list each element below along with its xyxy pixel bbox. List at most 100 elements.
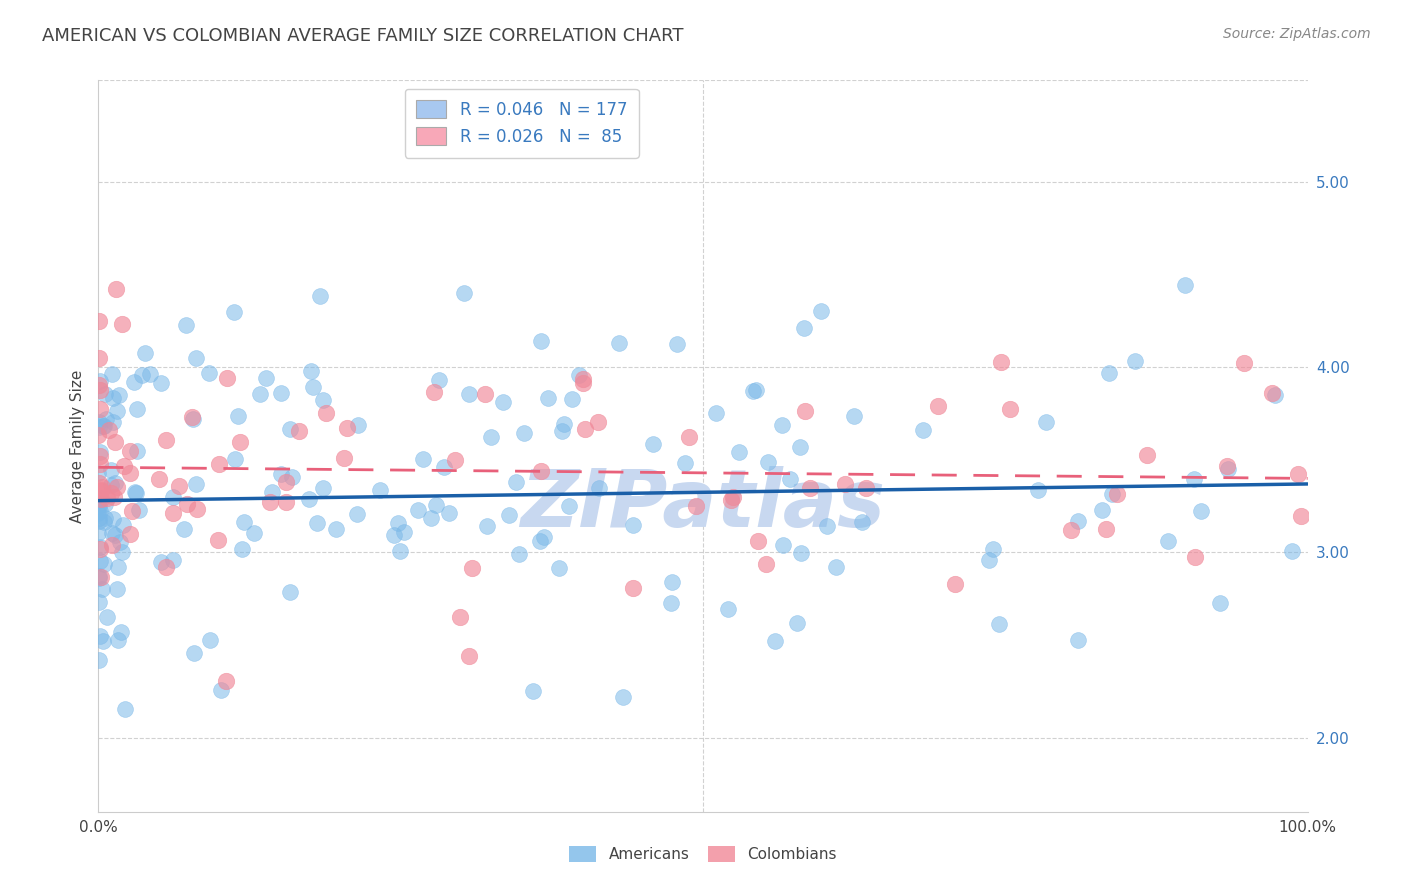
Americans: [89, 504, 111, 518]
Americans: [505, 475, 527, 490]
Americans: [1157, 534, 1180, 549]
Americans: [1035, 415, 1057, 429]
Colombians: [217, 370, 239, 384]
Colombians: [1184, 549, 1206, 564]
Americans: [111, 545, 134, 559]
Colombians: [572, 372, 595, 386]
Americans: [270, 467, 292, 482]
Colombians: [855, 481, 877, 495]
Colombians: [155, 560, 177, 574]
Colombians: [186, 501, 208, 516]
Americans: [108, 388, 131, 402]
Americans: [87, 511, 110, 525]
Colombians: [90, 480, 112, 494]
Colombians: [1136, 448, 1159, 462]
Americans: [105, 582, 128, 596]
Americans: [477, 519, 499, 533]
Americans: [406, 503, 429, 517]
Americans: [1281, 544, 1303, 558]
Americans: [224, 452, 246, 467]
Americans: [101, 391, 124, 405]
Americans: [346, 507, 368, 521]
Americans: [96, 610, 118, 624]
Colombians: [103, 490, 125, 504]
Americans: [1209, 596, 1232, 610]
Americans: [125, 401, 148, 416]
Americans: [101, 415, 124, 429]
Americans: [547, 561, 569, 575]
Colombians: [274, 475, 297, 489]
Americans: [529, 534, 551, 549]
Colombians: [1289, 508, 1312, 523]
Americans: [87, 507, 110, 521]
Americans: [198, 632, 221, 647]
Colombians: [148, 472, 170, 486]
Americans: [231, 542, 253, 557]
Americans: [110, 624, 132, 639]
Americans: [983, 542, 1005, 557]
Americans: [745, 383, 768, 397]
Colombians: [176, 497, 198, 511]
Americans: [100, 525, 122, 540]
Americans: [89, 374, 111, 388]
Americans: [124, 485, 146, 500]
Colombians: [1261, 385, 1284, 400]
Americans: [91, 634, 114, 648]
Colombians: [105, 480, 128, 494]
Colombians: [1059, 523, 1081, 537]
Colombians: [586, 415, 609, 429]
Americans: [184, 477, 207, 491]
Colombians: [96, 491, 118, 506]
Americans: [309, 289, 332, 303]
Colombians: [1216, 459, 1239, 474]
Colombians: [1095, 522, 1118, 536]
Colombians: [111, 317, 134, 331]
Americans: [150, 376, 173, 391]
Colombians: [228, 435, 250, 450]
Americans: [1067, 514, 1090, 528]
Americans: [979, 553, 1001, 567]
Americans: [105, 404, 128, 418]
Americans: [249, 386, 271, 401]
Americans: [508, 548, 530, 562]
Colombians: [927, 399, 949, 413]
Americans: [181, 411, 204, 425]
Americans: [87, 595, 110, 609]
Americans: [278, 585, 301, 599]
Americans: [717, 602, 740, 616]
Legend: Americans, Colombians: Americans, Colombians: [561, 838, 845, 870]
Americans: [758, 455, 780, 469]
Americans: [186, 351, 208, 366]
Americans: [107, 559, 129, 574]
Colombians: [87, 476, 110, 491]
Americans: [134, 346, 156, 360]
Americans: [89, 540, 111, 554]
Americans: [607, 335, 630, 350]
Americans: [851, 515, 873, 529]
Colombians: [336, 421, 359, 435]
Americans: [302, 380, 325, 394]
Colombians: [104, 435, 127, 450]
Colombians: [998, 402, 1021, 417]
Americans: [513, 425, 536, 440]
Colombians: [333, 450, 356, 465]
Americans: [89, 444, 111, 458]
Colombians: [834, 476, 856, 491]
Americans: [382, 527, 405, 541]
Colombians: [450, 609, 472, 624]
Colombians: [461, 561, 484, 575]
Americans: [437, 506, 460, 520]
Colombians: [121, 504, 143, 518]
Colombians: [208, 458, 231, 472]
Colombians: [118, 444, 141, 458]
Americans: [1123, 353, 1146, 368]
Americans: [104, 528, 127, 542]
Americans: [530, 334, 553, 348]
Colombians: [572, 376, 595, 391]
Americans: [94, 387, 117, 401]
Colombians: [89, 458, 111, 472]
Americans: [561, 392, 583, 406]
Americans: [87, 526, 110, 541]
Americans: [427, 373, 450, 387]
Americans: [89, 570, 111, 584]
